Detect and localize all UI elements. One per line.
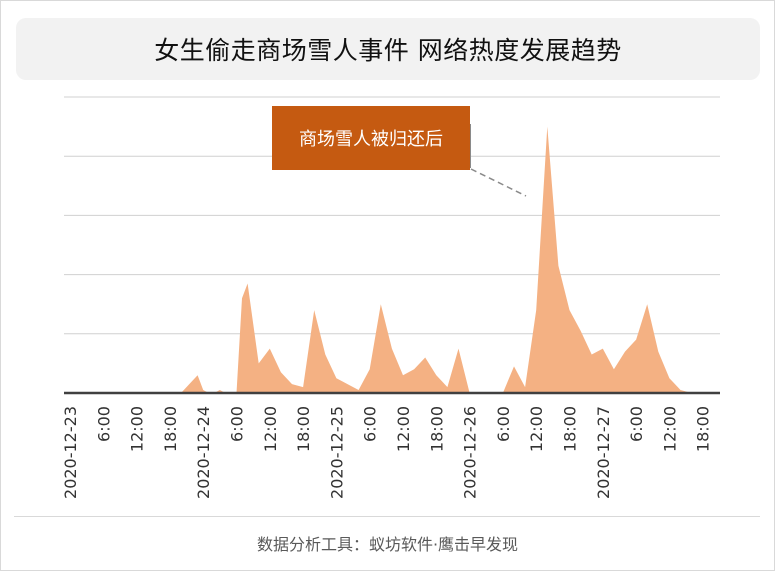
x-tick-label: 2020-12-27 (594, 406, 613, 499)
x-tick-label: 18:00 (161, 406, 180, 452)
x-tick-label: 6:00 (94, 406, 113, 442)
x-tick-label: 18:00 (427, 406, 446, 452)
x-tick-label: 6:00 (627, 406, 646, 442)
callout-edge (469, 124, 471, 168)
callout-leader-line (470, 168, 527, 197)
x-tick-label: 2020-12-25 (327, 406, 346, 499)
x-tick-label: 6:00 (228, 406, 247, 442)
x-tick-label: 18:00 (294, 406, 313, 452)
x-tick-label: 12:00 (394, 406, 413, 452)
x-tick-label: 6:00 (361, 406, 380, 442)
footer-source: 数据分析工具：蚁坊软件·鹰击早发现 (256, 535, 519, 554)
x-tick-label: 18:00 (694, 406, 713, 452)
series-area (70, 126, 692, 393)
footer-divider (14, 516, 760, 517)
x-tick-label: 2020-12-26 (461, 406, 480, 499)
chart-title: 女生偷走商场雪人事件 网络热度发展趋势 (154, 36, 622, 65)
annotation-text: 商场雪人被归还后 (299, 129, 443, 150)
x-tick-label: 12:00 (660, 406, 679, 452)
x-tick-label: 12:00 (527, 406, 546, 452)
title-banner: 女生偷走商场雪人事件 网络热度发展趋势 (16, 18, 760, 80)
x-tick-label: 18:00 (561, 406, 580, 452)
annotation-callout: 商场雪人被归还后 (272, 106, 470, 170)
x-tick-label: 2020-12-23 (61, 406, 80, 499)
x-tick-label: 12:00 (261, 406, 280, 452)
x-tick-label: 2020-12-24 (194, 406, 213, 499)
x-tick-label: 12:00 (128, 406, 147, 452)
x-tick-label: 6:00 (494, 406, 513, 442)
